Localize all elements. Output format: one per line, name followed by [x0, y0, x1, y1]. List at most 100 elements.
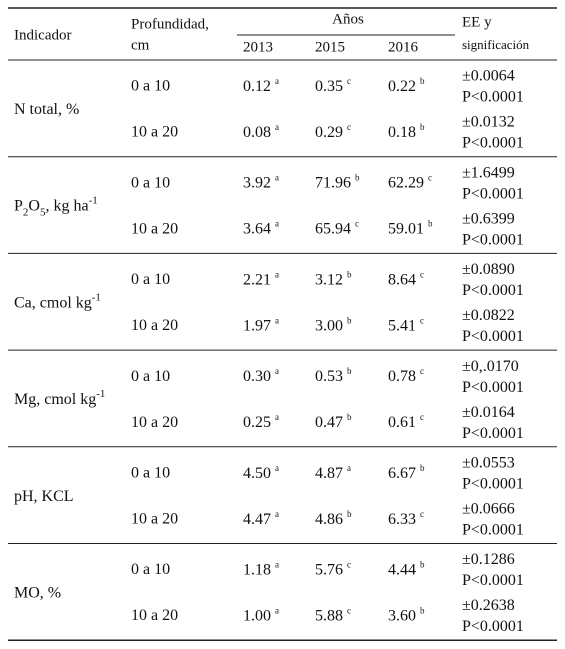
cell: 3.92 a — [243, 173, 279, 192]
cell: 0.78 c — [388, 366, 424, 385]
ee: P<0.0001 — [462, 425, 524, 442]
cell-value: 0.61 — [388, 414, 416, 431]
cell: 2.21 a — [243, 269, 279, 288]
cell-value: 3.64 — [243, 220, 271, 237]
ee: ±0.0890 — [462, 261, 515, 278]
cell-value: 4.87 — [315, 464, 343, 481]
cell-sig: a — [275, 560, 279, 570]
cell: 0.30 a — [243, 366, 279, 385]
cell-sig: b — [420, 560, 425, 570]
cell: 0.22 b — [388, 76, 425, 95]
cell-sig: b — [420, 76, 425, 86]
cell-value: 0.12 — [243, 78, 271, 95]
cell-value: 0.18 — [388, 124, 416, 141]
cell-sig: a — [275, 366, 279, 376]
cell: 0.35 c — [315, 76, 351, 95]
header-ee: EE y — [462, 14, 492, 30]
indicator: P2O5, kg ha-1 — [14, 194, 98, 218]
cell-sig: b — [355, 173, 360, 183]
cell-value: 1.00 — [243, 607, 271, 624]
ee: ±0.1286 — [462, 551, 515, 568]
cell-sig: a — [275, 463, 279, 473]
cell-sig: b — [347, 366, 352, 376]
header-indicator: Indicador — [14, 27, 71, 43]
ee: ±0.0666 — [462, 500, 515, 517]
indicator-sup: -1 — [92, 291, 101, 303]
cell: 1.18 a — [243, 560, 279, 579]
cell-sig: c — [428, 173, 432, 183]
header-year: 2015 — [315, 39, 345, 55]
cell: 6.33 c — [388, 509, 424, 528]
cell-value: 5.41 — [388, 317, 416, 334]
cell-sig: a — [347, 463, 351, 473]
ee: ±0.2638 — [462, 597, 515, 614]
indicator-text: O — [28, 197, 40, 214]
cell: 5.41 c — [388, 315, 424, 334]
cell: 4.87 a — [315, 463, 351, 482]
cell: 0.53 b — [315, 366, 352, 385]
ee: P<0.0001 — [462, 282, 524, 299]
cell-sig: b — [420, 122, 425, 132]
cell: 3.64 a — [243, 219, 279, 238]
cell-value: 0.30 — [243, 368, 271, 385]
cell-value: 6.67 — [388, 464, 416, 481]
cell: 4.47 a — [243, 509, 279, 528]
indicator-text: P — [14, 197, 23, 214]
depth: 0 a 10 — [131, 464, 170, 481]
indicator-sub: 5 — [40, 206, 46, 218]
cell: 71.96 b — [315, 173, 360, 192]
cell: 62.29 c — [388, 173, 432, 192]
indicator: Ca, cmol kg-1 — [14, 291, 101, 311]
ee: ±0.0164 — [462, 404, 515, 421]
cell-value: 5.76 — [315, 561, 343, 578]
cell-sig: b — [347, 509, 352, 519]
cell: 0.61 c — [388, 412, 424, 431]
ee: P<0.0001 — [462, 231, 524, 248]
cell-sig: c — [420, 412, 424, 422]
cell: 0.12 a — [243, 76, 279, 95]
indicator-text: Mg, cmol kg — [14, 391, 96, 408]
ee: ±0.0553 — [462, 454, 515, 471]
ee: P<0.0001 — [462, 572, 524, 589]
depth: 0 a 10 — [131, 368, 170, 385]
cell-sig: c — [347, 76, 351, 86]
cell-value: 0.08 — [243, 124, 271, 141]
depth: 10 a 20 — [131, 317, 178, 334]
cell: 1.00 a — [243, 606, 279, 625]
indicator-text: pH, KCL — [14, 487, 74, 504]
cell: 4.86 b — [315, 509, 352, 528]
ee: P<0.0001 — [462, 328, 524, 345]
cell-sig: c — [347, 560, 351, 570]
ee: P<0.0001 — [462, 521, 524, 538]
ee: P<0.0001 — [462, 89, 524, 106]
cell-value: 2.21 — [243, 271, 271, 288]
cell-sig: c — [355, 219, 359, 229]
indicator-text: Ca, cmol kg — [14, 294, 92, 311]
ee: ±0.6399 — [462, 210, 515, 227]
cell-sig: b — [428, 219, 433, 229]
cell: 5.88 c — [315, 606, 351, 625]
cell: 65.94 c — [315, 219, 359, 238]
cell-sig: c — [420, 509, 424, 519]
cell-value: 0.53 — [315, 368, 343, 385]
depth: 10 a 20 — [131, 607, 178, 624]
header-year: 2016 — [388, 39, 419, 55]
cell: 5.76 c — [315, 560, 351, 579]
cell-sig: b — [420, 606, 425, 616]
cell-value: 4.47 — [243, 510, 271, 527]
cell: 8.64 c — [388, 269, 424, 288]
cell: 0.18 b — [388, 122, 425, 141]
cell-sig: a — [275, 509, 279, 519]
cell-sig: c — [420, 269, 424, 279]
cell: 3.12 b — [315, 269, 352, 288]
cell-value: 0.25 — [243, 414, 271, 431]
cell-sig: c — [347, 606, 351, 616]
cell: 4.44 b — [388, 560, 425, 579]
cell-sig: a — [275, 315, 279, 325]
ee: P<0.0001 — [462, 618, 524, 635]
cell: 0.29 c — [315, 122, 351, 141]
cell-sig: a — [275, 76, 279, 86]
cell-sig: a — [275, 269, 279, 279]
cell-sig: a — [275, 173, 279, 183]
cell-value: 0.35 — [315, 78, 343, 95]
